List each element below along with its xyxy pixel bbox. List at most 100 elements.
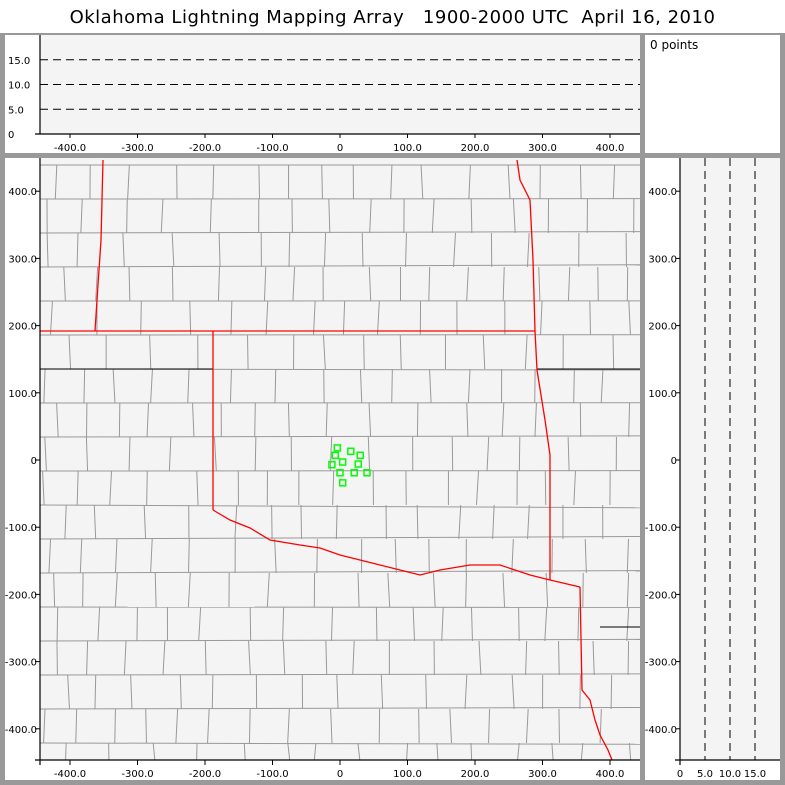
station-marker — [338, 479, 347, 487]
county-line — [109, 470, 113, 506]
y-tick-label: -300.0 — [5, 658, 37, 669]
county-line — [288, 232, 291, 268]
county-line — [323, 232, 327, 268]
county-line — [212, 164, 215, 200]
county-line — [573, 368, 575, 404]
x-tick-label: 400.0 — [596, 769, 625, 780]
x-tick-label: -100.0 — [256, 143, 288, 154]
county-line — [628, 402, 631, 438]
x-tick-label: 0 — [337, 143, 343, 154]
county-line — [198, 606, 202, 642]
county-line — [612, 164, 616, 200]
county-line — [335, 504, 338, 540]
county-line — [391, 368, 393, 404]
county-line — [352, 640, 355, 676]
station-marker — [331, 451, 340, 460]
county-line — [470, 606, 473, 642]
county-line — [488, 708, 491, 744]
county-line — [361, 232, 364, 268]
county-line — [146, 470, 148, 506]
county-line — [207, 708, 210, 744]
state-border — [579, 586, 613, 761]
y-tick-label: 100.0 — [648, 389, 677, 400]
x-tick-label: 300.0 — [528, 143, 557, 154]
county-line — [39, 706, 641, 710]
county-line — [577, 606, 580, 642]
county-line — [328, 198, 331, 234]
county-line — [584, 538, 587, 574]
state-border — [212, 509, 581, 588]
county-line — [470, 742, 473, 761]
x-tick-label: 300.0 — [528, 769, 557, 780]
county-line — [482, 334, 486, 370]
county-line — [39, 264, 641, 268]
y-tick-label: 0 — [31, 456, 37, 467]
county-line — [425, 674, 427, 710]
county-line — [43, 368, 46, 404]
county-line — [525, 640, 528, 676]
county-line — [466, 266, 469, 302]
y-tick-label: 5.0 — [8, 105, 24, 116]
county-line — [46, 232, 49, 268]
county-line — [492, 504, 495, 540]
county-line — [610, 674, 613, 710]
county-line — [39, 570, 641, 574]
station-marker — [333, 444, 342, 452]
county-line — [367, 436, 371, 472]
county-line — [579, 164, 582, 200]
county-line — [122, 232, 125, 268]
county-line — [458, 504, 462, 540]
county-line — [332, 470, 335, 506]
county-line — [517, 742, 520, 761]
county-line — [592, 640, 595, 676]
county-line — [628, 742, 632, 761]
county-line — [502, 572, 506, 608]
county-line — [589, 300, 591, 336]
county-line — [287, 708, 290, 744]
county-line — [248, 640, 251, 676]
county-line — [127, 164, 130, 200]
county-line — [150, 368, 153, 404]
county-line — [76, 232, 79, 268]
county-line — [196, 470, 199, 506]
county-line — [357, 742, 361, 761]
county-line — [465, 572, 467, 608]
county-line — [95, 266, 99, 302]
county-line — [501, 402, 505, 438]
county-line — [114, 572, 118, 608]
county-line — [467, 368, 471, 404]
county-line — [248, 708, 251, 744]
y-tick-label: 0 — [671, 456, 677, 467]
county-line — [534, 402, 537, 438]
county-line — [43, 708, 46, 744]
x-tick-label: -100.0 — [256, 769, 288, 780]
county-line — [486, 436, 490, 472]
county-line — [580, 742, 584, 761]
y-tick-label: 15.0 — [8, 56, 30, 67]
county-line — [428, 266, 431, 302]
county-line — [54, 164, 58, 200]
county-line — [313, 742, 317, 761]
county-line — [230, 300, 233, 336]
county-line — [626, 538, 629, 574]
county-line — [168, 436, 172, 472]
county-line — [39, 435, 641, 438]
county-line — [65, 742, 67, 761]
county-line — [368, 402, 372, 438]
county-line — [211, 674, 214, 710]
county-line — [464, 674, 468, 710]
county-line — [322, 334, 326, 370]
station-marker — [336, 469, 344, 477]
county-line — [359, 368, 363, 404]
y-tick-label: 400.0 — [8, 187, 37, 198]
county-line — [287, 742, 291, 761]
county-line — [567, 266, 571, 302]
county-line — [254, 436, 257, 472]
y-tick-label: -100.0 — [5, 523, 37, 534]
county-line — [192, 402, 195, 438]
county-line — [162, 640, 166, 676]
county-line — [470, 198, 473, 234]
county-line — [76, 470, 79, 506]
y-tick-label: 300.0 — [8, 254, 37, 265]
county-line — [39, 536, 641, 540]
